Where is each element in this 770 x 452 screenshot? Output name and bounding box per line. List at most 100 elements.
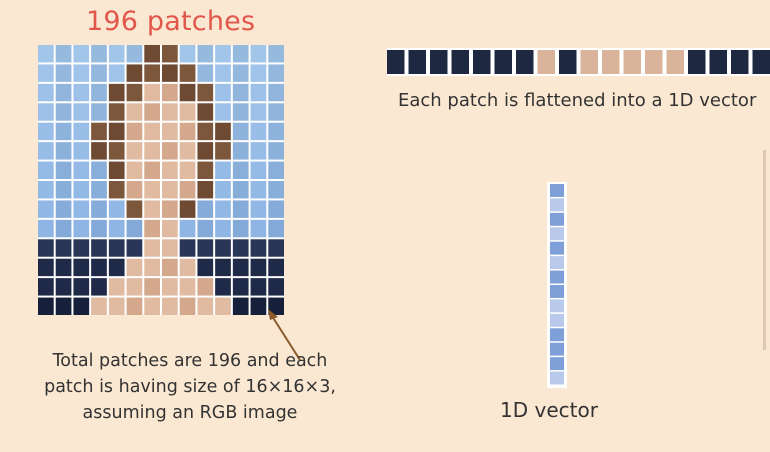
- patch-cell: [126, 278, 143, 296]
- patch-cell: [232, 103, 249, 121]
- patch-cell: [268, 297, 284, 315]
- patch-cell: [268, 219, 284, 238]
- patch-cell: [126, 258, 143, 277]
- patch-cell: [250, 64, 267, 82]
- patch-cell: [144, 103, 160, 121]
- patch-cell: [232, 278, 249, 296]
- patch-cell: [215, 83, 231, 102]
- patch-cell: [162, 64, 178, 82]
- patch-cell: [126, 45, 143, 63]
- patch-cell: [38, 278, 54, 296]
- patch-cell: [108, 219, 125, 238]
- patch-cell: [126, 239, 143, 257]
- patch-cell: [38, 258, 54, 277]
- patch-cell: [55, 161, 72, 179]
- strip-patch: [731, 50, 749, 74]
- patch-cell: [144, 142, 160, 160]
- patch-cell: [232, 181, 249, 199]
- patch-cell: [144, 297, 160, 315]
- patch-cell: [108, 142, 125, 160]
- patch-cell: [55, 64, 72, 82]
- patch-cell: [179, 103, 196, 121]
- patch-cell: [144, 83, 160, 102]
- patch-cell: [144, 278, 160, 296]
- patch-cell: [38, 161, 54, 179]
- patch-cell: [55, 200, 72, 218]
- patch-cell: [215, 103, 231, 121]
- patch-cell: [126, 64, 143, 82]
- patch-cell: [250, 278, 267, 296]
- vector-segment: [550, 198, 564, 212]
- vector-segment: [550, 184, 564, 197]
- patch-cell: [250, 45, 267, 63]
- patch-cell: [38, 297, 54, 315]
- patch-cell: [232, 219, 249, 238]
- patch-cell: [91, 103, 107, 121]
- vector-segment: [550, 270, 564, 284]
- patch-cell: [215, 258, 231, 277]
- strip-patch: [451, 50, 469, 74]
- patch-cell: [197, 200, 214, 218]
- patch-cell: [73, 297, 90, 315]
- patch-cell: [108, 122, 125, 141]
- patch-cell: [144, 258, 160, 277]
- patch-cell: [215, 219, 231, 238]
- patch-cell: [162, 45, 178, 63]
- flattened-patch-strip: [387, 48, 770, 76]
- patch-cell: [250, 219, 267, 238]
- patch-cell: [55, 278, 72, 296]
- patch-cell: [126, 219, 143, 238]
- patch-cell: [197, 161, 214, 179]
- patch-cell: [215, 181, 231, 199]
- patch-cell: [197, 45, 214, 63]
- patch-cell: [232, 45, 249, 63]
- patch-cell: [126, 297, 143, 315]
- patch-cell: [108, 297, 125, 315]
- patch-cell: [108, 200, 125, 218]
- patch-cell: [38, 200, 54, 218]
- patch-cell: [179, 45, 196, 63]
- patch-cell: [268, 181, 284, 199]
- patch-cell: [144, 45, 160, 63]
- vector-segment: [550, 256, 564, 270]
- patch-cell: [108, 181, 125, 199]
- patch-cell: [268, 239, 284, 257]
- vector-segment: [550, 357, 564, 371]
- patch-cell: [126, 83, 143, 102]
- patch-cell: [73, 45, 90, 63]
- patch-cell: [38, 219, 54, 238]
- strip-patch: [688, 50, 706, 74]
- patch-cell: [215, 161, 231, 179]
- patch-cell: [55, 103, 72, 121]
- patch-cell: [232, 122, 249, 141]
- edge-divider: [763, 150, 766, 350]
- strip-patch: [473, 50, 491, 74]
- patch-cell: [179, 122, 196, 141]
- patch-cell: [162, 122, 178, 141]
- patch-cell: [91, 258, 107, 277]
- patch-cell: [144, 219, 160, 238]
- patch-cell: [91, 297, 107, 315]
- patch-cell: [268, 45, 284, 63]
- patch-cell: [108, 278, 125, 296]
- patch-cell: [144, 122, 160, 141]
- patch-cell: [73, 161, 90, 179]
- patch-cell: [250, 239, 267, 257]
- patch-cell: [250, 122, 267, 141]
- patch-cell: [215, 297, 231, 315]
- patch-cell: [268, 122, 284, 141]
- patch-cell: [108, 161, 125, 179]
- patch-cell: [55, 122, 72, 141]
- patch-cell: [91, 64, 107, 82]
- patch-cell: [197, 64, 214, 82]
- one-d-vector: [547, 182, 567, 388]
- patch-cell: [126, 142, 143, 160]
- patch-cell: [108, 103, 125, 121]
- patch-cell: [179, 219, 196, 238]
- patch-cell: [144, 200, 160, 218]
- patch-cell: [162, 161, 178, 179]
- patch-cell: [108, 83, 125, 102]
- patch-cell: [162, 258, 178, 277]
- patch-cell: [91, 142, 107, 160]
- patch-cell: [91, 45, 107, 63]
